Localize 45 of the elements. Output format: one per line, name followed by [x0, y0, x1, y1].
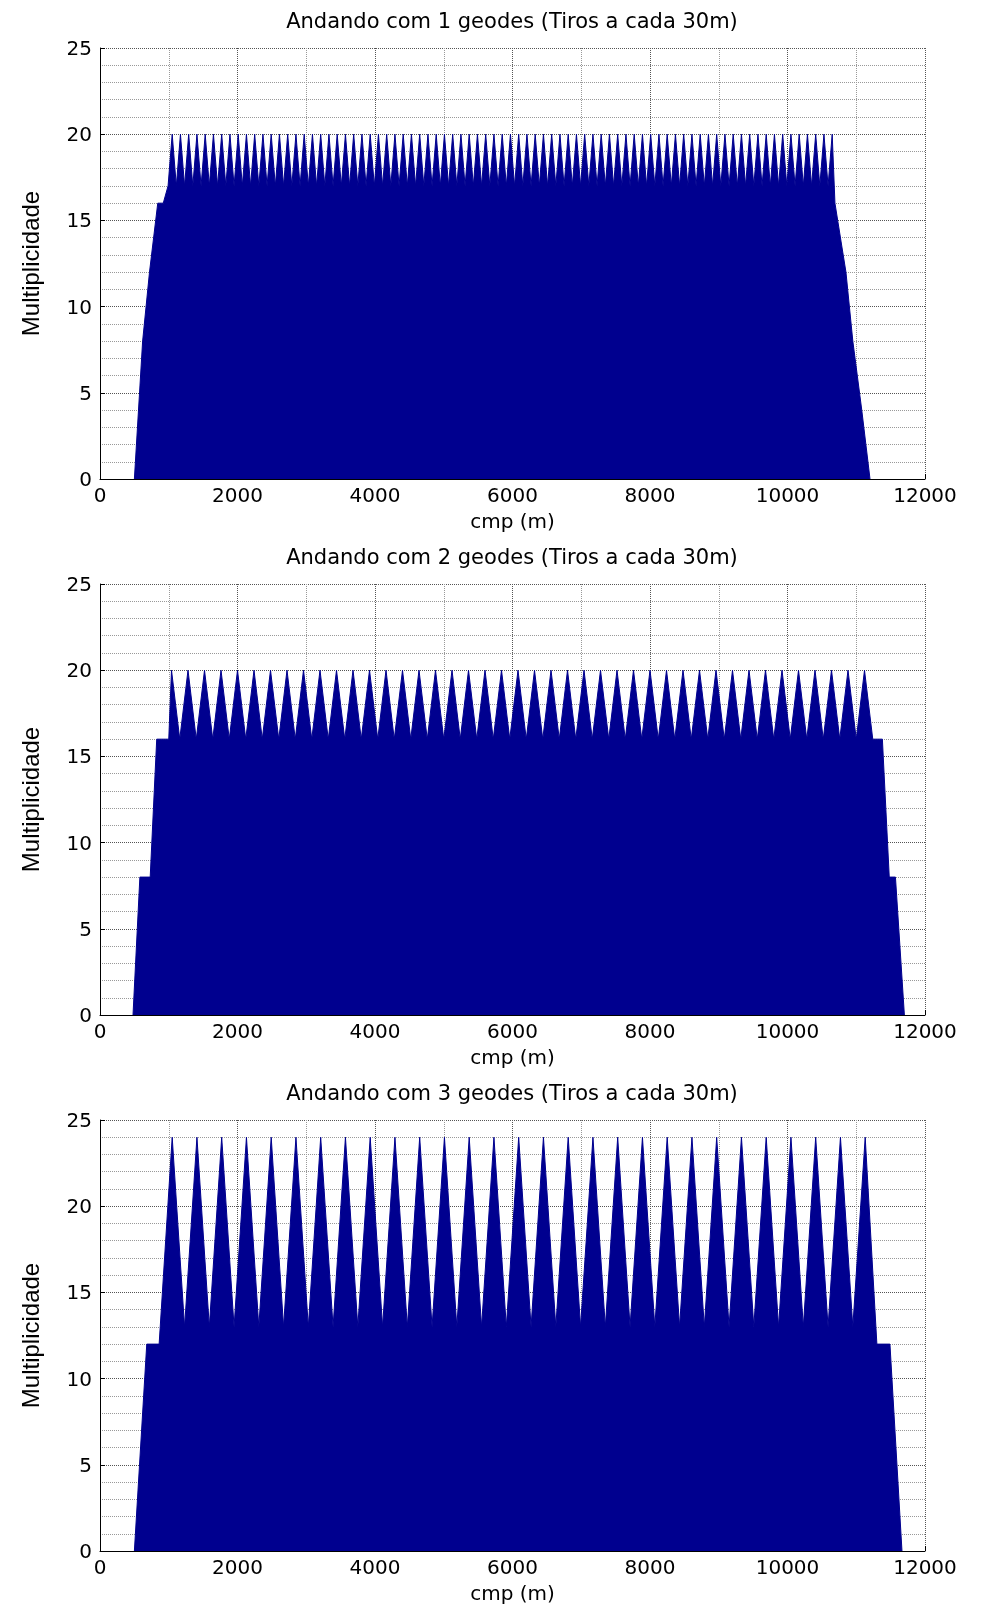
- y-tick-label: 15: [66, 208, 92, 233]
- chart-title: Andando com 1 geodes (Tiros a cada 30m): [286, 8, 738, 33]
- x-tick-label: 8000: [624, 483, 676, 507]
- x-tick-label: 4000: [349, 1555, 401, 1579]
- x-axis-title: cmp (m): [470, 1045, 555, 1069]
- y-tick-label: 5: [79, 916, 92, 941]
- x-tick-label: 10000: [755, 1019, 820, 1043]
- y-tick-label: 15: [66, 744, 92, 769]
- y-tick-label: 20: [66, 1194, 92, 1219]
- y-tick-label: 25: [66, 1108, 92, 1132]
- x-tick-label: 12000: [893, 1555, 957, 1579]
- x-tick-label: 10000: [755, 1555, 820, 1579]
- x-tick-label: 12000: [893, 483, 957, 507]
- x-tick-label: 4000: [349, 483, 401, 507]
- x-tick-label: 12000: [893, 1019, 957, 1043]
- y-tick-label: 5: [79, 1452, 92, 1477]
- y-axis-title: Multiplicidade: [16, 190, 44, 337]
- y-tick-label: 20: [66, 658, 92, 683]
- x-tick-label: 4000: [349, 1019, 401, 1043]
- y-tick-label: 0: [79, 467, 92, 491]
- x-tick-label: 8000: [624, 1555, 676, 1579]
- y-tick-label: 5: [79, 380, 92, 405]
- y-axis-title: Multiplicidade: [16, 726, 44, 873]
- y-tick-label: 10: [66, 830, 92, 855]
- x-axis-title: cmp (m): [470, 1581, 555, 1605]
- y-tick-label: 0: [79, 1003, 92, 1027]
- y-tick-label: 25: [66, 572, 92, 596]
- y-tick-label: 0: [79, 1539, 92, 1563]
- x-tick-label: 2000: [212, 1019, 263, 1043]
- chart-title: Andando com 3 geodes (Tiros a cada 30m): [286, 1080, 738, 1105]
- y-tick-label: 25: [66, 36, 92, 60]
- x-tick-label: 6000: [487, 1555, 538, 1579]
- y-tick-label: 20: [66, 122, 92, 147]
- x-tick-label: 2000: [212, 1555, 263, 1579]
- y-tick-label: 10: [66, 294, 92, 319]
- y-tick-label: 10: [66, 1366, 92, 1391]
- y-axis-title: Multiplicidade: [16, 1262, 44, 1409]
- x-axis-title: cmp (m): [470, 509, 555, 533]
- x-tick-label: 6000: [487, 1019, 538, 1043]
- x-tick-label: 8000: [624, 1019, 676, 1043]
- chart-title: Andando com 2 geodes (Tiros a cada 30m): [286, 544, 738, 569]
- x-tick-label: 10000: [755, 483, 820, 507]
- x-tick-label: 2000: [212, 483, 263, 507]
- y-tick-label: 15: [66, 1280, 92, 1305]
- x-tick-label: 6000: [487, 483, 538, 507]
